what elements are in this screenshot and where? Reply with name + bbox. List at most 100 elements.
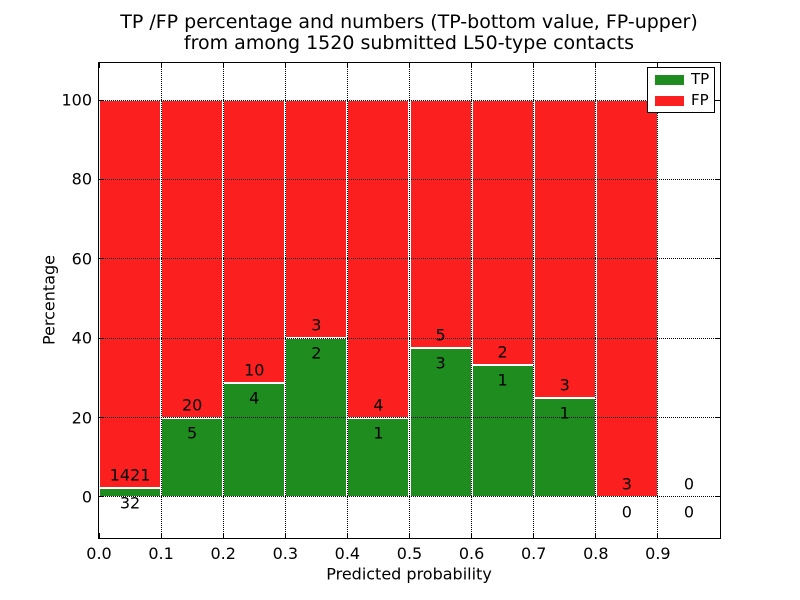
tp-bar-segment <box>471 364 534 497</box>
x-tick-mark-bottom <box>595 533 597 538</box>
y-tick-label: 0 <box>81 487 92 507</box>
fp-count-label: 4 <box>373 395 384 415</box>
fp-bar-segment <box>409 100 472 349</box>
y-tick-mark-right <box>715 417 720 419</box>
gridline-vertical <box>533 63 535 538</box>
x-tick-label: 0.7 <box>520 544 547 563</box>
x-axis-label: Predicted probability <box>326 564 492 584</box>
gridline-vertical <box>346 63 348 538</box>
x-tick-label: 0.2 <box>210 544 236 563</box>
tp-count-label: 1 <box>559 403 570 423</box>
gridline-vertical <box>409 63 410 538</box>
x-tick-mark-bottom <box>284 533 286 538</box>
tp-count-label: 0 <box>621 502 632 522</box>
y-tick-label: 40 <box>71 328 92 348</box>
fp-bar-segment <box>223 100 286 384</box>
fp-count-label: 1421 <box>109 465 151 485</box>
chart-title: TP /FP percentage and numbers (TP-bottom… <box>120 12 698 54</box>
x-tick-label: 0.9 <box>645 544 671 563</box>
x-tick-label: 0.4 <box>334 544 361 563</box>
tp-count-label: 32 <box>119 493 141 513</box>
fp-count-label: 20 <box>181 395 203 415</box>
y-tick-mark-left <box>99 258 104 260</box>
x-tick-mark-bottom <box>471 533 473 538</box>
x-tick-label: 0.6 <box>458 544 485 563</box>
y-tick-label: 80 <box>71 169 92 189</box>
gridline-vertical <box>595 63 597 538</box>
x-tick-mark-top <box>595 63 597 68</box>
x-tick-mark-top <box>471 63 473 68</box>
x-tick-mark-top <box>409 63 410 68</box>
y-tick-mark-right <box>715 99 720 101</box>
chart-title-line2: from among 1520 submitted L50-type conta… <box>183 32 635 54</box>
fp-bar-segment <box>99 100 162 489</box>
y-axis-label: Percentage <box>39 254 59 346</box>
x-tick-mark-bottom <box>657 533 659 538</box>
legend: TP FP <box>647 67 715 113</box>
x-tick-mark-bottom <box>160 533 162 538</box>
y-tick-mark-left <box>99 337 104 339</box>
x-tick-mark-top <box>346 63 348 68</box>
fp-bar-segment <box>285 100 348 339</box>
y-tick-mark-left <box>99 99 104 101</box>
tp-count-label: 5 <box>187 423 198 443</box>
fp-count-label: 3 <box>311 315 322 335</box>
fp-count-label: 3 <box>559 375 570 395</box>
x-tick-mark-bottom <box>409 533 410 538</box>
x-tick-mark-top <box>222 63 224 68</box>
legend-entry-tp: TP <box>655 71 714 88</box>
gridline-vertical <box>657 63 659 538</box>
tp-bar-segment <box>347 417 410 497</box>
x-tick-mark-top <box>284 63 286 68</box>
x-tick-mark-top <box>160 63 162 68</box>
plot-area: 1421 32 20 5 10 4 3 2 4 1 5 3 2 1 3 1 3 0 0 0 <box>98 62 721 539</box>
tp-count-label: 2 <box>311 343 322 363</box>
gridline-vertical <box>222 63 224 538</box>
x-tick-mark-top <box>657 63 659 68</box>
gridline-vertical <box>160 63 162 538</box>
x-tick-label: 0.5 <box>396 544 423 563</box>
fp-count-label: 5 <box>435 325 446 345</box>
legend-label-fp: FP <box>691 91 709 109</box>
x-tick-mark-bottom <box>346 533 348 538</box>
x-tick-label: 0.0 <box>86 544 112 563</box>
y-tick-mark-left <box>99 178 104 180</box>
y-tick-label: 60 <box>71 249 92 269</box>
tp-bar-segment <box>161 417 224 497</box>
tp-count-label: 3 <box>435 353 446 373</box>
tp-count-label: 4 <box>249 388 260 408</box>
y-tick-mark-left <box>99 417 104 419</box>
fp-count-label: 2 <box>497 342 508 362</box>
legend-label-tp: TP <box>691 70 710 88</box>
y-tick-mark-left <box>99 496 104 498</box>
fp-bar-segment <box>533 100 596 398</box>
gridline-vertical <box>284 63 286 538</box>
x-tick-label: 0.1 <box>148 544 174 563</box>
tp-bar-segment <box>409 348 472 497</box>
y-tick-mark-right <box>715 496 720 498</box>
x-tick-mark-top <box>98 63 100 68</box>
tp-count-label: 1 <box>497 370 508 390</box>
y-tick-mark-right <box>715 178 720 180</box>
fp-bar-segment <box>595 100 658 497</box>
x-tick-mark-top <box>533 63 535 68</box>
y-tick-label: 20 <box>71 408 92 428</box>
y-tick-mark-right <box>715 258 720 260</box>
x-tick-label: 0.3 <box>272 544 299 563</box>
x-tick-mark-bottom <box>98 533 100 538</box>
gridline-vertical <box>471 63 473 538</box>
fp-count-label: 10 <box>244 360 265 380</box>
tp-bar-segment <box>533 397 596 497</box>
x-tick-mark-bottom <box>222 533 224 538</box>
legend-entry-fp: FP <box>655 92 714 109</box>
tp-count-label: 0 <box>683 502 695 522</box>
legend-swatch-fp-icon <box>655 95 684 106</box>
x-tick-label: 0.8 <box>583 544 609 563</box>
y-tick-label: 100 <box>61 90 92 110</box>
chart-title-line1: TP /FP percentage and numbers (TP-bottom… <box>120 11 698 33</box>
fp-count-label: 3 <box>621 474 632 494</box>
tp-bar-segment <box>223 383 286 497</box>
y-tick-mark-right <box>715 337 720 339</box>
tp-count-label: 1 <box>373 423 384 443</box>
